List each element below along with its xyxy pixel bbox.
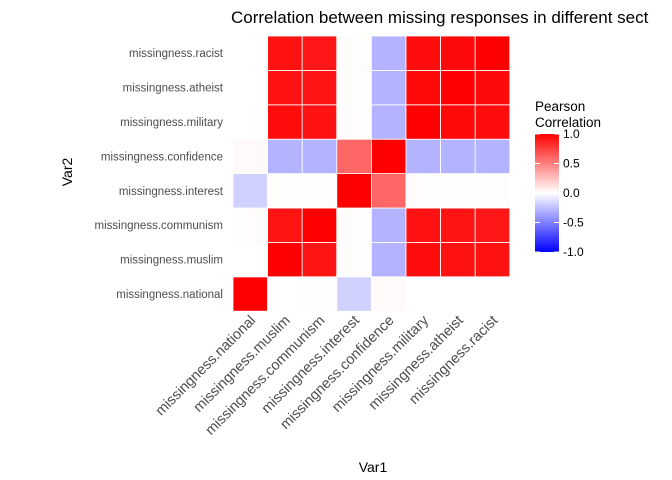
heatmap-cell xyxy=(336,207,372,243)
y-tick-label: missingness.interest xyxy=(119,186,224,198)
heatmap-cell xyxy=(336,173,372,209)
heatmap-cell xyxy=(474,104,511,140)
heatmap-cell xyxy=(370,138,407,174)
y-tick-label: missingness.atheist xyxy=(123,83,224,95)
heatmap-cell xyxy=(232,276,268,312)
y-tick-label: missingness.military xyxy=(120,117,223,129)
heatmap-cell xyxy=(370,35,407,71)
heatmap-cell xyxy=(336,276,372,312)
heatmap-cell xyxy=(232,70,268,106)
heatmap-cell xyxy=(267,207,303,243)
heatmap-cells xyxy=(232,35,511,312)
heatmap-cell xyxy=(336,70,372,106)
heatmap-cell xyxy=(440,276,476,312)
heatmap-cell xyxy=(301,138,338,174)
legend-tick-label: -0.5 xyxy=(563,216,584,230)
heatmap-cell xyxy=(267,138,303,174)
heatmap-cell xyxy=(370,70,407,106)
heatmap-cell xyxy=(267,241,303,278)
heatmap-cell xyxy=(405,104,441,140)
heatmap-cell xyxy=(301,207,338,243)
heatmap-cell xyxy=(336,104,372,140)
heatmap-cell xyxy=(474,241,511,278)
heatmap-cell xyxy=(405,276,441,312)
y-tick-label: missingness.muslim xyxy=(120,255,223,267)
heatmap-cell xyxy=(336,35,372,71)
heatmap-cell xyxy=(232,35,268,71)
heatmap-cell xyxy=(405,241,441,278)
heatmap-cell xyxy=(301,35,338,71)
heatmap-cell xyxy=(336,241,372,278)
heatmap-cell xyxy=(440,70,476,106)
y-tick-label: missingness.communism xyxy=(95,220,223,232)
heatmap-cell xyxy=(232,207,268,243)
heatmap-cell xyxy=(301,276,338,312)
heatmap-cell xyxy=(440,138,476,174)
heatmap-cell xyxy=(232,138,268,174)
legend-tick-label: -1.0 xyxy=(563,245,584,259)
heatmap-cell xyxy=(440,173,476,209)
legend-tick-label: 0.0 xyxy=(563,186,580,200)
x-axis-tick-labels: missingness.nationalmissingness.muslimmi… xyxy=(153,312,502,438)
heatmap-cell xyxy=(405,138,441,174)
heatmap-cell xyxy=(474,35,511,71)
legend-title-line-1: Pearson xyxy=(535,99,585,114)
heatmap-cell xyxy=(301,173,338,209)
heatmap-cell xyxy=(440,207,476,243)
heatmap-cell xyxy=(474,207,511,243)
y-tick-label: missingness.racist xyxy=(129,48,224,60)
heatmap-cell xyxy=(370,276,407,312)
heatmap-cell xyxy=(405,70,441,106)
heatmap-cell xyxy=(370,207,407,243)
y-tick-label: missingness.confidence xyxy=(101,151,223,163)
heatmap-cell xyxy=(440,35,476,71)
heatmap-cell xyxy=(232,104,268,140)
heatmap-cell xyxy=(474,138,511,174)
x-axis-title: Var1 xyxy=(359,459,388,475)
heatmap-cell xyxy=(336,138,372,174)
heatmap-cell xyxy=(440,241,476,278)
heatmap-cell xyxy=(267,173,303,209)
heatmap-cell xyxy=(405,207,441,243)
heatmap-cell xyxy=(370,241,407,278)
legend-tick-label: 0.5 xyxy=(563,157,580,171)
y-tick-label: missingness.national xyxy=(116,289,223,301)
color-legend: Pearson Correlation 1.0 0.5 0.0 -0.5 -1.0 xyxy=(535,99,601,259)
heatmap-cell xyxy=(301,241,338,278)
chart-title: Correlation between missing responses in… xyxy=(231,8,649,27)
y-axis-tick-labels: missingness.national missingness.muslim mi… xyxy=(95,48,224,301)
heatmap-cell xyxy=(474,70,511,106)
legend-ticks: 1.0 0.5 0.0 -0.5 -1.0 xyxy=(535,127,584,259)
heatmap-cell xyxy=(301,70,338,106)
heatmap-cell xyxy=(405,35,441,71)
heatmap-cell xyxy=(267,104,303,140)
heatmap-cell xyxy=(474,276,511,312)
heatmap-cell xyxy=(267,70,303,106)
heatmap-cell xyxy=(301,104,338,140)
legend-tick-label: 1.0 xyxy=(563,127,580,141)
heatmap-cell xyxy=(370,173,407,209)
heatmap-cell xyxy=(267,276,303,312)
heatmap-cell xyxy=(370,104,407,140)
heatmap-cell xyxy=(405,173,441,209)
legend-title-line-2: Correlation xyxy=(535,115,601,130)
heatmap-cell xyxy=(232,173,268,209)
heatmap-cell xyxy=(440,104,476,140)
y-axis-title: Var2 xyxy=(59,158,75,187)
heatmap-cell xyxy=(267,35,303,71)
heatmap-cell xyxy=(474,173,511,209)
heatmap-cell xyxy=(232,241,268,278)
